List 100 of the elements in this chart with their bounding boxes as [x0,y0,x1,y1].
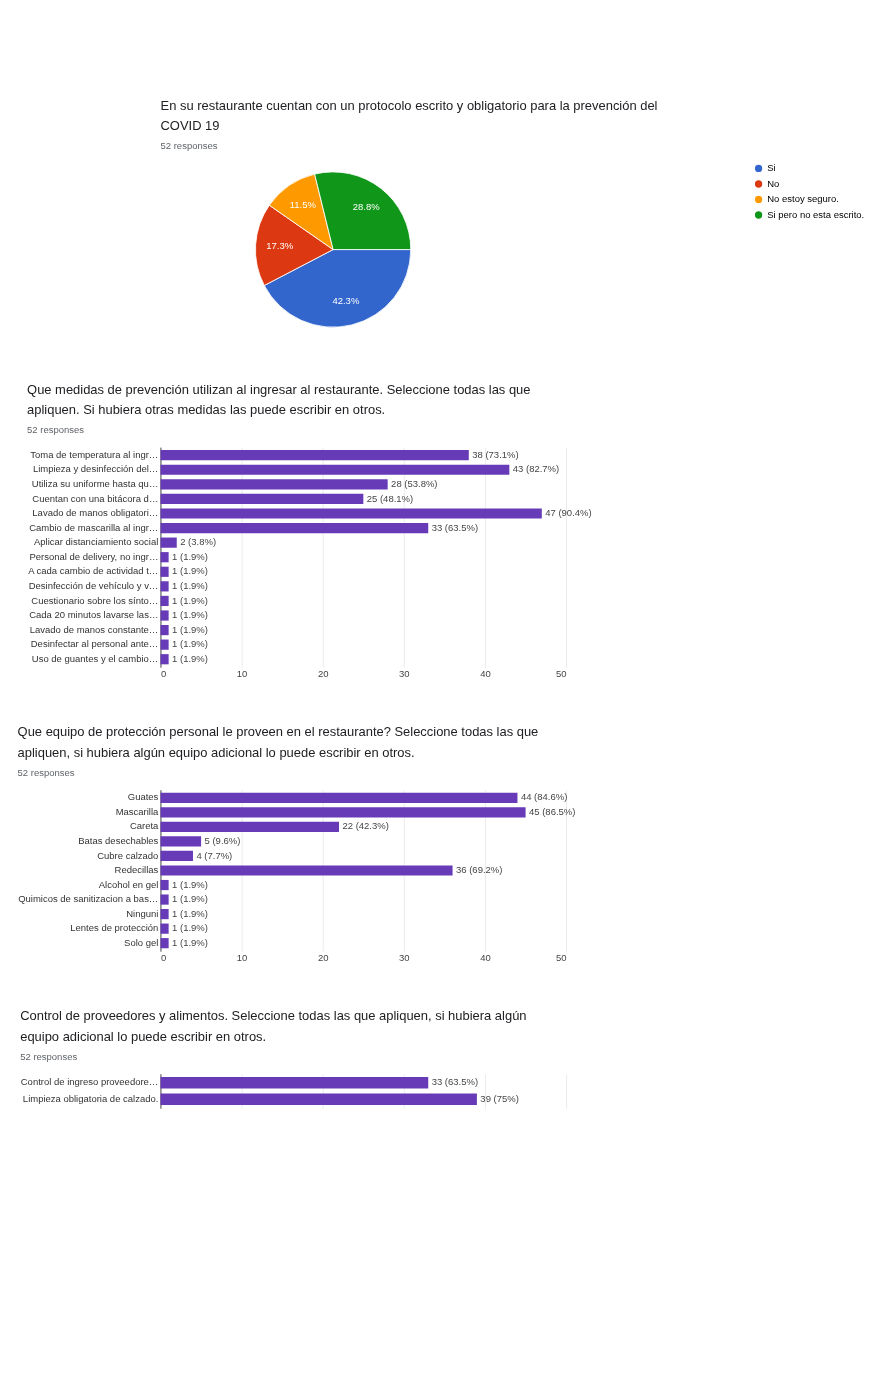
data-label: 39 (75%) [480,1092,519,1104]
bar [160,909,169,920]
legend-label: Si pero no esta escrito. [767,208,865,220]
chart-title: Que medidas de prevención utilizan al ingresar al restaurante. Seleccione todas las que apliquen. Si hubiera otras medidas las puede escribir en otros. [27,381,531,418]
data-label: 33 (63.5%) [431,521,479,533]
y-tick-label: Toma de temperatura al ingr… [30,448,159,460]
bar [160,938,169,949]
data-label: 45 (86.5%) [529,805,576,817]
bar [160,807,526,818]
data-label: 4 (7.7%) [196,849,233,861]
x-tick-label: 40 [480,668,491,680]
bar [160,464,510,475]
text: 52 responses [27,424,85,436]
data-label: 1 (1.9%) [172,609,208,621]
y-tick-label: Lavado de manos obligatori… [32,507,159,519]
y-tick-label: Cuentan con una bitácora d… [32,492,159,504]
data-label: 1 (1.9%) [172,893,208,905]
data-label: 17.3% [266,239,294,251]
legend-label: No [767,177,780,189]
text: 52 responses [20,1050,78,1062]
y-tick-label: Alcohol en gel [98,878,159,890]
chart-subtitle: 52 responses [160,140,218,152]
y-tick-label: Solo gel [124,936,159,948]
y-tick-label: Personal de delivery, no ingr… [29,550,159,562]
data-label: 1 (1.9%) [172,594,208,606]
x-tick-label: 40 [480,952,491,964]
text: 52 responses [17,766,75,778]
data-label: 47 (90.4%) [545,507,592,519]
bar [160,552,169,563]
bar [160,850,193,862]
y-tick-label: Limpieza y desinfección del… [32,463,159,475]
bar [160,821,339,832]
data-label: 1 (1.9%) [172,565,208,577]
y-tick-label: Ninguni [126,907,159,919]
data-label: 42.3% [332,295,360,307]
data-label: 1 (1.9%) [172,907,208,919]
bar [160,879,169,891]
y-tick-label: Cada 20 minutos lavarse las… [29,609,159,621]
bar [160,624,169,636]
bar [160,792,518,803]
y-tick-label: Cuestionario sobre los sínto… [31,594,159,606]
data-label: 2 (3.8%) [180,536,217,548]
bar [160,865,453,876]
x-tick-label: 0 [160,668,167,680]
data-label: 28.8% [352,201,381,213]
data-label: 44 (84.6%) [520,791,568,803]
data-label: 33 (63.5%) [431,1076,479,1088]
bar [160,537,177,548]
data-label: 1 (1.9%) [172,623,208,635]
bar [160,654,169,665]
data-label: 22 (42.3%) [342,820,389,832]
data-label: 1 (1.9%) [172,550,208,562]
x-tick-label: 50 [556,668,567,680]
y-tick-label: Mascarilla [115,805,160,817]
y-tick-label: Careta [129,820,160,832]
bar [160,508,542,519]
y-tick-label: Lavado de manos constante… [29,623,159,635]
x-tick-label: 30 [399,952,410,964]
y-tick-label: Quimicos de sanitizacion a bas… [18,893,159,905]
y-tick-label: Redecillas [114,864,159,876]
legend-label: No estoy seguro. [767,193,839,205]
y-tick-label: Control de ingreso proveedore… [20,1076,159,1088]
y-tick-label: Aplicar distanciamiento social [33,536,159,548]
bar [160,479,388,490]
data-label: 38 (73.1%) [472,448,519,460]
bar [160,639,169,650]
x-tick-label: 10 [236,668,248,680]
data-label: 1 (1.9%) [172,922,208,934]
data-label: 43 (82.7%) [512,463,560,475]
x-tick-label: 50 [556,952,567,964]
data-label: 1 (1.9%) [172,652,208,664]
bar [160,836,202,847]
x-tick-label: 30 [399,668,410,680]
chart-title: En su restaurante cuentan con un protocolo escrito y obligatorio para la prevención del COVID 19 [160,97,658,134]
y-tick-label: Utiliza su uniforme hasta qu… [31,477,159,489]
x-tick-label: 20 [317,952,329,964]
bar [160,581,169,592]
data-label: 1 (1.9%) [172,579,208,591]
bar [160,522,429,534]
data-label: 25 (48.1%) [366,492,414,504]
x-tick-label: 10 [236,952,248,964]
bar [160,566,169,577]
y-tick-label: Guates [127,791,159,803]
x-tick-label: 0 [160,952,167,964]
data-label: 11.5% [289,199,317,211]
bar [160,923,169,934]
legend-label: Si [767,162,776,174]
bar [160,894,169,905]
y-tick-label: Lentes de protección [70,922,159,934]
data-label: 36 (69.2%) [456,864,503,876]
y-tick-label: Cambio de mascarilla al ingr… [29,521,159,533]
y-tick-label: Batas desechables [78,835,159,846]
y-tick-label: Uso de guantes y el cambio… [31,652,159,664]
chart-title: Control de proveedores y alimentos. Seleccione todas las que apliquen, si hubiera algún equipo adicional lo puede escribir en otros. [20,1008,527,1044]
y-tick-label: Cubre calzado [97,849,159,861]
bar [160,450,469,461]
y-tick-label: Desinfección de vehículo y v… [28,579,159,591]
bar [160,595,169,607]
data-label: 1 (1.9%) [172,936,208,948]
y-tick-label: Limpieza obligatoria de calzado. [22,1092,159,1104]
